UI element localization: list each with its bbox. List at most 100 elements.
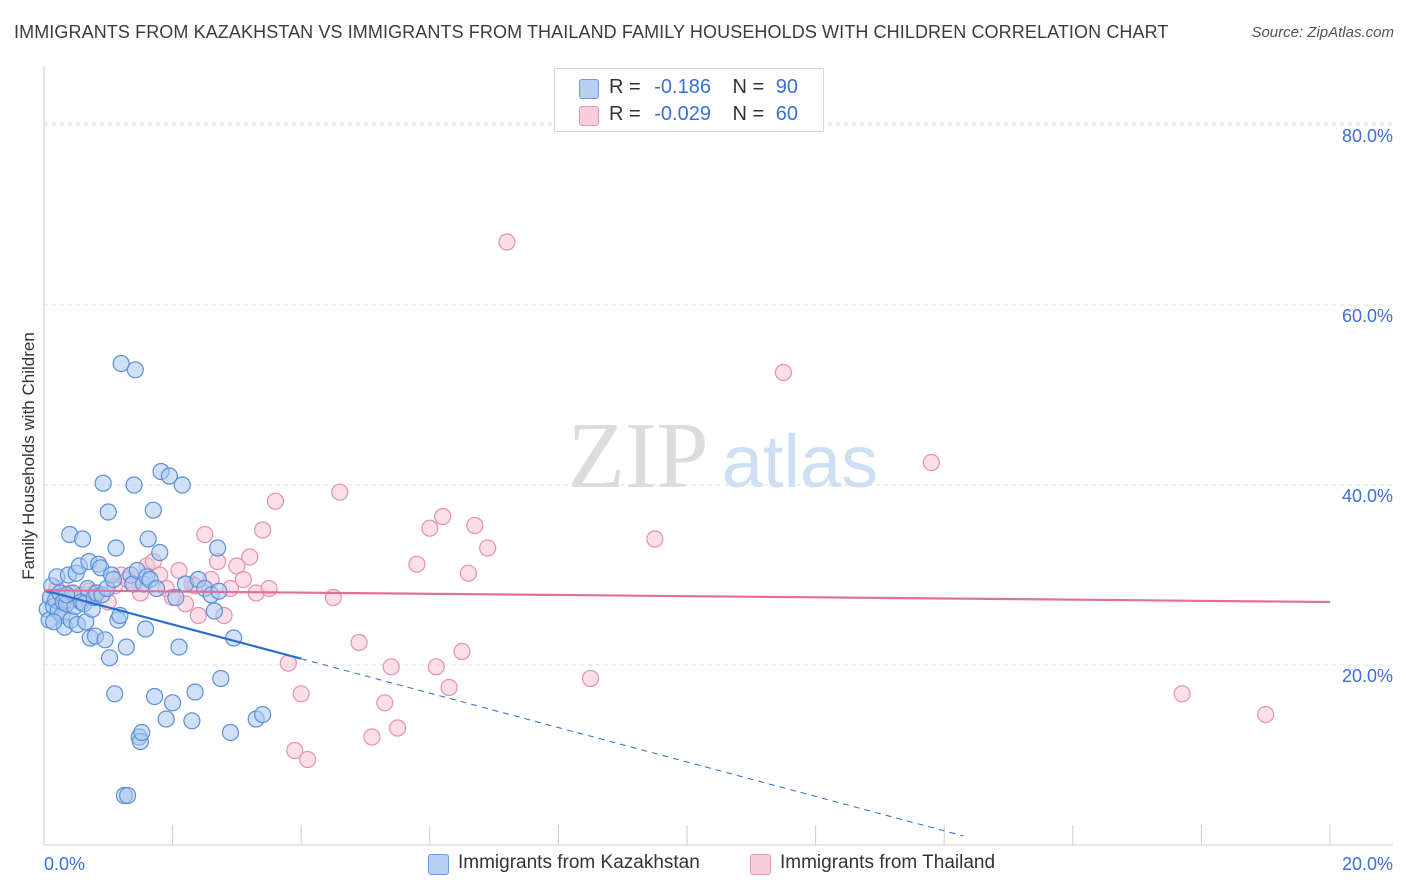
thailand-point bbox=[646, 530, 664, 548]
thailand-point bbox=[427, 658, 445, 676]
kazakhstan-point bbox=[107, 539, 125, 557]
thailand-point bbox=[363, 728, 381, 746]
source-label: Source: ZipAtlas.com bbox=[1251, 24, 1394, 41]
x-tick-label: 0.0% bbox=[44, 854, 85, 874]
kazakhstan-point bbox=[221, 723, 240, 742]
kazakhstan-point bbox=[209, 539, 227, 557]
thailand-point bbox=[459, 564, 477, 582]
bottom-legend-label: Immigrants from Kazakhstan bbox=[458, 852, 700, 873]
thailand-point bbox=[421, 519, 439, 537]
legend-swatch-pink bbox=[579, 106, 599, 126]
thailand-point bbox=[286, 741, 304, 760]
kazakhstan-point bbox=[125, 476, 143, 494]
thailand-point bbox=[350, 633, 368, 652]
kazakhstan-point bbox=[96, 631, 114, 649]
bottom-legend-label: Immigrants from Thailand bbox=[780, 852, 996, 873]
data-points bbox=[38, 233, 1275, 805]
thailand-point bbox=[389, 719, 407, 737]
kazakhstan-point bbox=[45, 613, 63, 631]
thailand-point bbox=[774, 363, 793, 382]
thailand-point bbox=[479, 539, 497, 557]
legend-n-label: N = bbox=[732, 103, 765, 125]
kazakhstan-point bbox=[112, 354, 130, 373]
thailand-point bbox=[453, 642, 471, 661]
legend: R = -0.186 N = 90 R = -0.029 N = 60 bbox=[554, 68, 824, 132]
thailand-trend-line bbox=[43, 589, 1331, 604]
kazakhstan-point bbox=[118, 786, 137, 805]
y-tick-label: 20.0% bbox=[1342, 666, 1393, 686]
kazakhstan-point bbox=[106, 685, 124, 703]
legend-r-label: R = bbox=[609, 76, 641, 98]
thailand-point bbox=[498, 233, 516, 251]
thailand-point bbox=[196, 525, 214, 544]
y-axis-label: Family Households with Children bbox=[19, 332, 38, 580]
kazakhstan-point bbox=[205, 602, 223, 620]
watermark-atlas: atlas bbox=[722, 420, 878, 503]
kazakhstan-point bbox=[126, 361, 144, 379]
kazakhstan-point bbox=[225, 629, 243, 647]
thailand-point bbox=[299, 750, 317, 769]
thailand-point bbox=[1173, 685, 1191, 703]
trend-lines bbox=[43, 589, 1331, 837]
legend-r-value: -0.029 bbox=[654, 103, 711, 125]
legend-n-value: 60 bbox=[775, 103, 799, 125]
kazakhstan-point bbox=[186, 683, 204, 701]
kazakhstan-point bbox=[212, 669, 230, 688]
thailand-point bbox=[376, 694, 394, 712]
thailand-point bbox=[382, 658, 400, 676]
thailand-point bbox=[466, 516, 484, 535]
thailand-point bbox=[922, 453, 940, 472]
thailand-point bbox=[581, 669, 600, 688]
kazakhstan-point bbox=[145, 687, 164, 706]
bottom-legend-swatch-pink bbox=[750, 854, 771, 875]
kazakhstan-trend-line bbox=[43, 589, 302, 660]
chart-title: IMMIGRANTS FROM KAZAKHSTAN VS IMMIGRANTS… bbox=[14, 22, 1169, 42]
legend-r-value: -0.186 bbox=[654, 76, 711, 98]
kazakhstan-point bbox=[254, 705, 272, 724]
kazakhstan-point bbox=[151, 543, 169, 562]
thailand-point bbox=[408, 555, 426, 573]
kazakhstan-trend-extension bbox=[301, 658, 964, 837]
kazakhstan-point bbox=[100, 649, 119, 667]
kazakhstan-point bbox=[164, 694, 182, 712]
kazakhstan-point bbox=[94, 474, 112, 492]
thailand-point bbox=[1257, 705, 1275, 724]
legend-n-value: 90 bbox=[775, 76, 799, 98]
kazakhstan-point bbox=[144, 501, 162, 519]
thailand-point bbox=[331, 483, 349, 501]
legend-r-label: R = bbox=[609, 103, 641, 125]
thailand-point bbox=[241, 548, 259, 566]
thailand-point bbox=[440, 678, 458, 697]
y-tick-label: 80.0% bbox=[1342, 126, 1393, 146]
legend-n-label: N = bbox=[732, 76, 765, 98]
kazakhstan-point bbox=[183, 712, 201, 730]
kazakhstan-point bbox=[167, 588, 185, 607]
kazakhstan-point bbox=[104, 570, 123, 589]
axes: 20.0% 40.0% 60.0% 80.0% 0.0% 20.0% bbox=[43, 66, 1393, 874]
y-tick-label: 40.0% bbox=[1342, 486, 1393, 506]
legend-swatch-blue bbox=[579, 79, 599, 99]
watermark-zip: ZIP bbox=[568, 404, 709, 508]
kazakhstan-point bbox=[157, 710, 175, 728]
kazakhstan-point bbox=[73, 530, 92, 548]
kazakhstan-point bbox=[136, 620, 155, 638]
kazakhstan-point bbox=[133, 723, 151, 742]
thailand-point bbox=[189, 606, 207, 625]
thailand-point bbox=[260, 579, 278, 598]
y-tick-label: 60.0% bbox=[1342, 306, 1393, 326]
thailand-point bbox=[254, 521, 272, 539]
thailand-point bbox=[266, 492, 285, 510]
x-tick-label: 20.0% bbox=[1342, 854, 1393, 874]
kazakhstan-point bbox=[117, 638, 135, 656]
kazakhstan-point bbox=[173, 476, 191, 494]
thailand-point bbox=[292, 685, 310, 703]
kazakhstan-point bbox=[160, 467, 178, 485]
kazakhstan-point bbox=[147, 579, 166, 598]
bottom-legend-swatch-blue bbox=[428, 854, 449, 875]
kazakhstan-point bbox=[170, 638, 188, 656]
kazakhstan-point bbox=[139, 530, 157, 548]
kazakhstan-point bbox=[99, 503, 117, 521]
thailand-point bbox=[434, 507, 452, 526]
thailand-point bbox=[234, 570, 252, 589]
